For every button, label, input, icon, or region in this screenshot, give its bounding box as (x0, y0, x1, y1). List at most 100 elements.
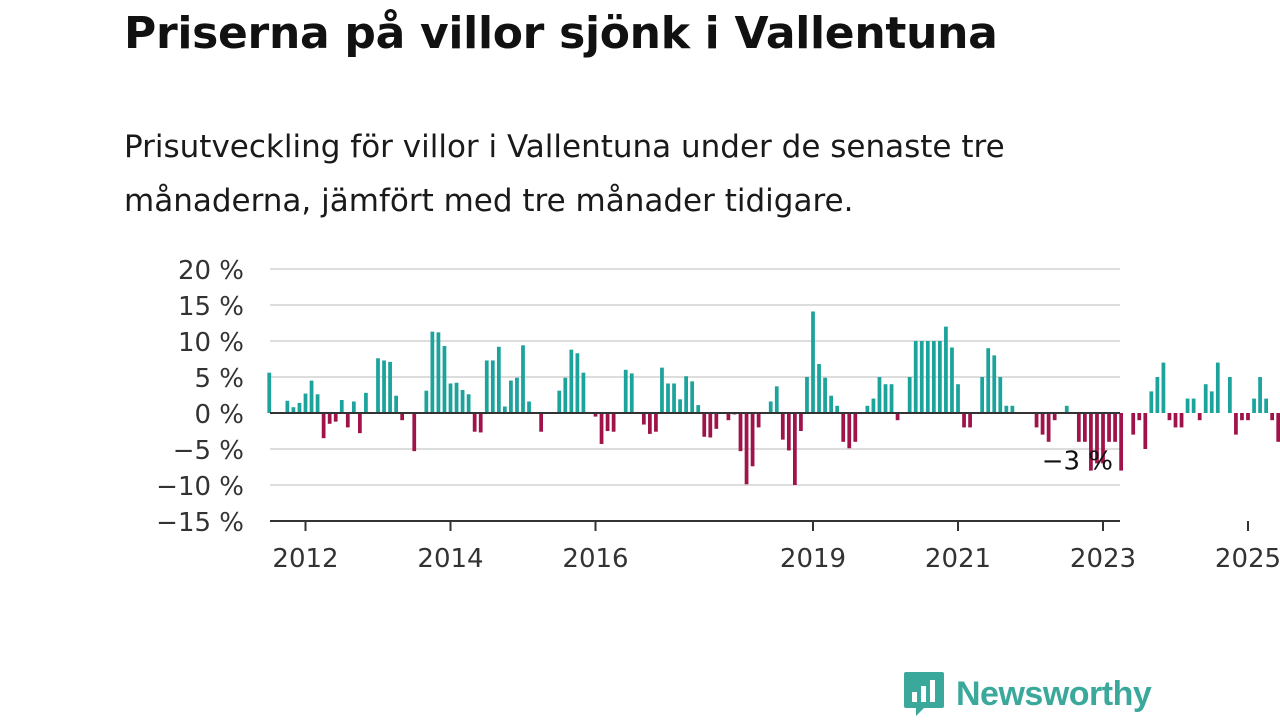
bar (1179, 413, 1184, 428)
bar (823, 377, 827, 413)
bar (660, 367, 664, 413)
y-tick-label: −15 % (156, 508, 244, 538)
bar (1173, 413, 1178, 428)
bar (1149, 391, 1154, 413)
bar (980, 377, 985, 413)
bar (563, 377, 568, 413)
bar (871, 398, 876, 413)
bar (599, 413, 604, 444)
bar (696, 405, 701, 413)
bar (1010, 405, 1015, 413)
x-tick-label: 2023 (1070, 544, 1136, 574)
bar (430, 331, 435, 413)
bar (829, 395, 833, 413)
bar (1064, 405, 1069, 413)
bar (1137, 413, 1142, 421)
bar (1131, 413, 1136, 435)
bar (521, 345, 525, 413)
x-tick-label: 2025 (1215, 544, 1280, 574)
bar (654, 413, 658, 432)
bar (793, 413, 797, 485)
bar (774, 386, 779, 413)
y-tick-label: 5 % (194, 364, 244, 394)
bar (1040, 413, 1045, 435)
bar (1113, 413, 1117, 442)
bar (557, 390, 562, 413)
bar (496, 346, 501, 413)
axes (270, 412, 1249, 531)
bar (400, 413, 405, 421)
bar (913, 341, 918, 413)
bar (490, 360, 495, 413)
bar (1209, 391, 1214, 413)
bar (1270, 413, 1275, 421)
bar (895, 413, 900, 421)
bar (931, 341, 936, 413)
bar (442, 346, 447, 413)
bar (919, 341, 924, 413)
bar (478, 413, 483, 433)
bar (648, 413, 652, 434)
bar (998, 377, 1003, 413)
bar (883, 384, 888, 413)
bar (364, 392, 368, 413)
gridlines (270, 268, 1120, 486)
bar (678, 399, 682, 413)
bar (1197, 413, 1202, 421)
bar (605, 413, 610, 431)
y-tick-label: 20 % (178, 256, 244, 286)
bar (690, 381, 695, 413)
bar (1119, 413, 1123, 471)
bar (708, 413, 713, 438)
bar (484, 360, 489, 413)
y-tick-label: −10 % (156, 472, 244, 502)
bar (672, 383, 676, 413)
bar (1052, 413, 1057, 421)
bar (799, 413, 803, 431)
bar (629, 373, 634, 413)
bar (285, 400, 290, 413)
bar (460, 389, 465, 413)
bar (515, 377, 519, 413)
labels: 20 % 15 % 10 % 5 % 0 % −5 % −10 % −15 % 2012 2014… (156, 256, 1280, 574)
bar (351, 401, 356, 413)
bar (327, 413, 332, 424)
bar (1083, 413, 1087, 442)
bar (345, 413, 350, 428)
bar (623, 369, 628, 413)
bar (315, 394, 320, 413)
x-tick-label: 2019 (780, 544, 846, 574)
bar (1191, 398, 1196, 413)
bar (938, 341, 942, 413)
bar (1234, 413, 1238, 435)
bar (412, 413, 417, 452)
x-tick-label: 2016 (562, 544, 628, 574)
bar (267, 372, 272, 413)
bar (382, 360, 386, 413)
bar (1258, 377, 1262, 413)
chart-title: Priserna på villor sjönk i Vallentuna (124, 8, 998, 59)
bar (756, 413, 761, 428)
bar (1089, 413, 1093, 471)
bar (503, 406, 507, 413)
bar (1095, 413, 1099, 464)
y-tick-label: 10 % (178, 328, 244, 358)
bar (666, 383, 670, 413)
bar (726, 413, 731, 421)
bar (744, 413, 749, 485)
bar (1107, 413, 1111, 442)
bar (877, 377, 882, 413)
bar (1076, 413, 1081, 442)
bar (424, 390, 429, 413)
bar (394, 395, 398, 413)
bar (786, 413, 791, 451)
bar (1155, 377, 1160, 413)
bar (780, 413, 785, 440)
bar (1143, 413, 1148, 449)
bar (448, 383, 453, 413)
bar (321, 413, 326, 439)
bar (581, 372, 586, 413)
bar (1264, 398, 1268, 413)
bar (454, 382, 459, 413)
bar (847, 413, 852, 449)
